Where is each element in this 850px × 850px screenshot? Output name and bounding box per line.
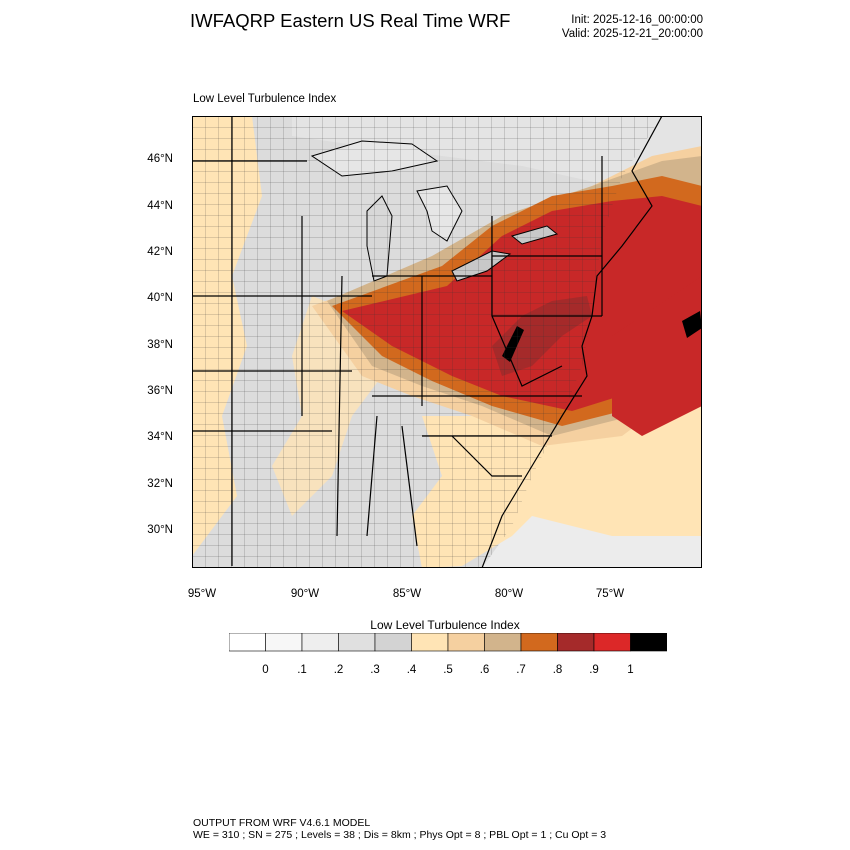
- colorbar-tick-label: .4: [406, 664, 417, 676]
- colorbar-tick-label: .2: [333, 664, 344, 676]
- offshore-red-streak: [612, 276, 702, 436]
- colorbar-tick-label: .6: [479, 664, 490, 676]
- turbulence-map: [192, 116, 702, 568]
- lon-label-80w: 80°W: [494, 588, 524, 600]
- colorbar-swatch: [265, 633, 303, 652]
- colorbar-swatch: [447, 633, 485, 652]
- colorbar-swatch: [374, 633, 412, 652]
- colorbar-tick-label: 1: [627, 664, 634, 676]
- colorbar-tick-label: .8: [552, 664, 563, 676]
- map-title: IWFAQRP Eastern US Real Time WRF: [190, 10, 511, 31]
- colorbar-swatch: [301, 633, 339, 652]
- lat-label-44n: 44°N: [147, 200, 173, 212]
- colorbar-swatch: [229, 633, 266, 652]
- colorbar-swatch: [484, 633, 522, 652]
- colorbar-tick-label: .5: [443, 664, 453, 676]
- model-config-label: WE = 310 ; SN = 275 ; Levels = 38 ; Dis …: [193, 829, 607, 841]
- colorbar-tick-label: .1: [297, 664, 307, 676]
- lat-label-34n: 34°N: [147, 431, 173, 443]
- lon-label-90w: 90°W: [290, 588, 320, 600]
- colorbar-tick-label: .7: [516, 664, 526, 676]
- lat-label-38n: 38°N: [147, 339, 173, 351]
- colorbar-swatch: [630, 633, 667, 652]
- coastline: [481, 116, 663, 568]
- colorbar-tick-label: 0: [262, 664, 269, 676]
- colorbar-title: Low Level Turbulence Index: [370, 618, 520, 632]
- state-boundaries: [192, 116, 603, 566]
- lon-label-85w: 85°W: [392, 588, 422, 600]
- lon-label-75w: 75°W: [595, 588, 625, 600]
- county-boundaries: [192, 116, 662, 568]
- lat-label-36n: 36°N: [147, 385, 173, 397]
- colorbar-swatch: [557, 633, 595, 652]
- black-coast-spot: [682, 311, 702, 338]
- colorbar-swatch: [593, 633, 631, 652]
- valid-time-label: Valid: 2025-12-21_20:00:00: [561, 28, 703, 40]
- colorbar-swatch: [411, 633, 449, 652]
- colorbar-swatch: [520, 633, 558, 652]
- lon-label-95w: 95°W: [187, 588, 217, 600]
- lat-label-30n: 30°N: [147, 524, 173, 536]
- lat-label-32n: 32°N: [147, 478, 173, 490]
- init-time-label: Init: 2025-12-16_00:00:00: [571, 14, 703, 26]
- lat-label-46n: 46°N: [147, 153, 173, 165]
- colorbar: [229, 633, 667, 652]
- model-output-label: OUTPUT FROM WRF V4.6.1 MODEL: [193, 817, 371, 829]
- plot-field-label: Low Level Turbulence Index: [193, 93, 337, 105]
- lat-label-40n: 40°N: [147, 292, 173, 304]
- colorbar-swatch: [338, 633, 376, 652]
- colorbar-tick-label: .3: [370, 664, 380, 676]
- lat-label-42n: 42°N: [147, 246, 173, 258]
- colorbar-tick-label: .9: [589, 664, 599, 676]
